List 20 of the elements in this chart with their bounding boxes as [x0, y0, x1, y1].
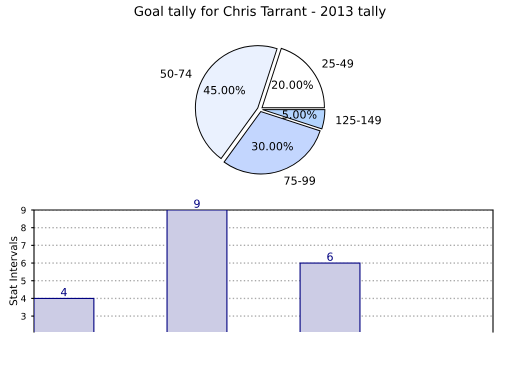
- y-tick-label: 5: [21, 278, 26, 284]
- data-label: 4: [60, 288, 67, 296]
- slice-label: 25-49: [322, 59, 354, 68]
- data-label: 45.00%: [204, 86, 245, 94]
- y-tick-label: 6: [21, 260, 26, 267]
- data-label: 30.00%: [252, 142, 293, 150]
- y-axis-title: Stat Intervals: [9, 236, 18, 306]
- slice-label: 75-99: [284, 176, 316, 185]
- slice-label: 50-74: [160, 69, 192, 78]
- data-label: 9: [194, 199, 200, 208]
- data-label: 6: [327, 252, 333, 261]
- chart-title: Goal tally for Chris Tarrant - 2013 tally: [134, 6, 386, 19]
- y-tick-label: 3: [21, 312, 26, 320]
- data-label: 5.00%: [282, 110, 316, 119]
- y-tick-label: 4: [21, 295, 26, 302]
- y-tick-label: 8: [21, 224, 26, 232]
- slice-label: 125-149: [336, 116, 381, 124]
- y-tick-label: 9: [21, 206, 26, 214]
- y-tick-label: 7: [21, 242, 26, 249]
- data-label: 20.00%: [272, 80, 313, 89]
